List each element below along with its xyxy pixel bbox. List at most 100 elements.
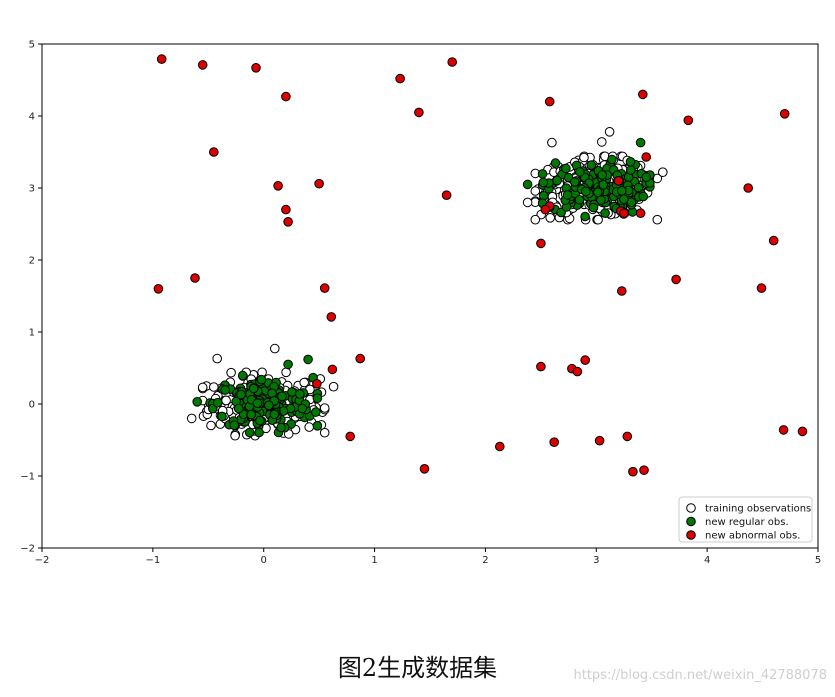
new-regular-obs-point: [633, 182, 644, 193]
new-abnormal-obs-point: [197, 60, 208, 70]
new-regular-obs-point: [575, 167, 585, 177]
training-observations-point: [206, 420, 216, 431]
new-abnormal-obs-point: [327, 364, 338, 375]
new-regular-obs-point: [311, 407, 321, 417]
new-abnormal-obs-point: [209, 147, 219, 157]
new-regular-obs-point: [641, 172, 652, 182]
new-regular-obs-point: [619, 194, 629, 204]
new-regular-obs-point: [586, 160, 597, 170]
x-tick-label: −2: [35, 555, 50, 566]
new-abnormal-obs-point: [619, 208, 629, 218]
legend-marker-training-observations: [686, 503, 696, 513]
new-regular-obs-point: [237, 370, 248, 381]
new-regular-obs-point: [593, 187, 603, 198]
training-observations-point: [579, 152, 589, 163]
new-regular-obs-point: [246, 409, 256, 420]
training-observations-point: [593, 214, 603, 225]
new-abnormal-obs-point: [617, 286, 627, 296]
new-regular-obs-point: [625, 157, 636, 167]
new-abnormal-obs-point: [641, 152, 652, 162]
new-abnormal-obs-point: [797, 426, 808, 437]
new-regular-obs-point: [580, 211, 590, 222]
training-observations-point: [197, 382, 208, 393]
new-abnormal-obs-point: [355, 353, 366, 364]
new-abnormal-obs-point: [419, 464, 430, 474]
new-regular-obs-point: [617, 186, 627, 196]
new-abnormal-obs-point: [281, 204, 291, 215]
new-abnormal-obs-point: [283, 217, 293, 227]
training-observations-point: [226, 367, 236, 378]
new-regular-obs-point: [600, 208, 610, 218]
new-abnormal-obs-point: [613, 176, 624, 186]
training-observations-point: [281, 367, 291, 378]
new-abnormal-obs-point: [572, 366, 583, 377]
new-abnormal-obs-point: [779, 109, 790, 119]
new-abnormal-obs-point: [345, 431, 356, 442]
new-abnormal-obs-point: [441, 190, 452, 200]
new-abnormal-obs-point: [683, 115, 694, 126]
new-regular-obs-point: [552, 175, 563, 186]
new-abnormal-obs-point: [314, 178, 324, 189]
training-observations-point: [530, 186, 541, 196]
training-observations-point: [652, 214, 663, 225]
new-regular-obs-point: [638, 191, 649, 202]
scatter-chart: −2 −1 0 1 2 3 4 5 −2 −1 0 1 2 3 4 5 training observati…: [20, 40, 821, 567]
new-regular-obs-point: [255, 415, 265, 426]
x-axis: −2 −1 0 1 2 3 4 5: [35, 548, 821, 566]
new-regular-obs-point: [264, 400, 274, 411]
new-abnormal-obs-point: [156, 54, 167, 64]
legend-marker-new-regular-obs: [686, 516, 696, 527]
new-regular-obs-point: [229, 420, 240, 431]
new-regular-obs-point: [635, 137, 646, 148]
new-regular-obs-point: [581, 186, 591, 197]
new-abnormal-obs-point: [635, 208, 646, 218]
new-abnormal-obs-point: [190, 273, 200, 283]
figure-caption: 图2生成数据集: [337, 654, 498, 682]
new-abnormal-obs-point: [756, 283, 767, 293]
new-abnormal-obs-point: [671, 274, 681, 285]
new-abnormal-obs-point: [273, 181, 283, 191]
training-observations-point: [209, 382, 219, 392]
training-observations-point: [319, 403, 330, 413]
training-observations-point: [328, 381, 339, 392]
new-abnormal-obs-point: [395, 73, 405, 84]
new-regular-obs-point: [283, 359, 293, 370]
new-abnormal-obs-point: [622, 431, 633, 442]
new-regular-obs-point: [212, 397, 223, 408]
new-abnormal-obs-point: [768, 235, 779, 246]
y-tick-label: 1: [29, 328, 35, 339]
new-abnormal-obs-point: [639, 465, 649, 476]
new-regular-obs-point: [295, 389, 305, 399]
y-tick-label: 2: [29, 256, 35, 267]
new-abnormal-obs-point: [312, 379, 322, 389]
new-abnormal-obs-point: [153, 284, 164, 294]
x-tick-label: 2: [482, 555, 488, 566]
new-regular-obs-point: [550, 158, 561, 168]
new-regular-obs-point: [597, 170, 608, 180]
new-regular-obs-point: [220, 385, 230, 395]
new-abnormal-obs-point: [319, 283, 330, 293]
new-regular-obs-point: [248, 383, 259, 394]
new-regular-obs-point: [312, 421, 323, 431]
new-regular-obs-point: [256, 374, 267, 385]
y-axis: −2 −1 0 1 2 3 4 5: [20, 40, 42, 555]
y-tick-label: −2: [20, 544, 35, 555]
training-observations-point: [604, 127, 615, 137]
training-observations-point: [212, 353, 222, 364]
legend-label-new-abnormal-obs: new abnormal obs.: [705, 531, 800, 542]
new-regular-obs-point: [244, 427, 255, 438]
new-abnormal-obs-point: [495, 441, 505, 452]
watermark: https://blog.csdn.net/weixin_42788078: [573, 668, 827, 683]
y-tick-label: 3: [29, 184, 35, 195]
new-abnormal-obs-point: [414, 107, 424, 118]
y-tick-label: 5: [29, 40, 35, 51]
new-regular-obs-point: [556, 207, 566, 218]
new-abnormal-obs-point: [743, 183, 754, 193]
new-regular-obs-point: [574, 195, 585, 205]
new-regular-obs-point: [236, 389, 246, 400]
new-regular-obs-point: [192, 397, 202, 407]
y-tick-label: 0: [29, 400, 35, 411]
training-observations-point: [319, 427, 330, 438]
x-tick-label: 1: [371, 555, 377, 566]
new-abnormal-obs-point: [544, 96, 555, 107]
